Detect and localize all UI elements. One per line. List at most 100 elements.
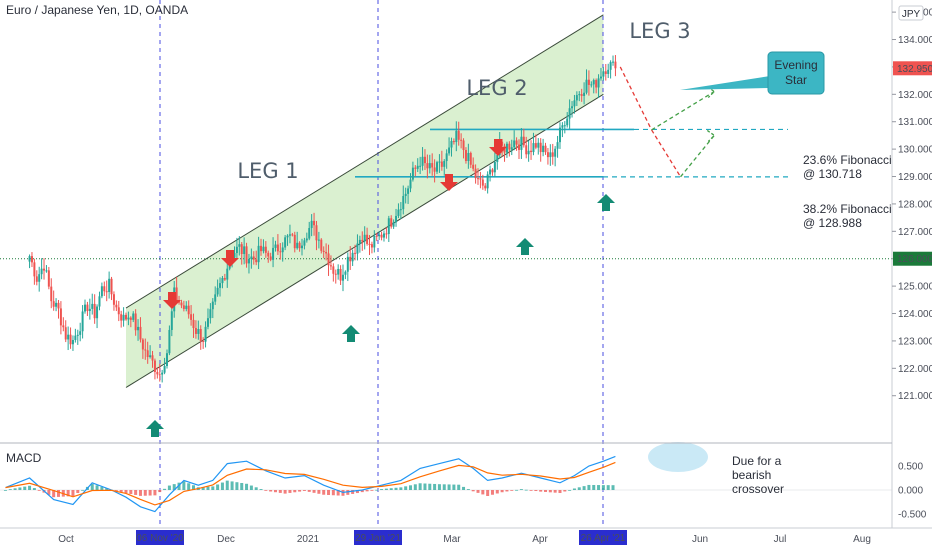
candle-body — [426, 163, 429, 169]
macd-histogram-bar — [568, 489, 572, 491]
macd-histogram-bar — [317, 490, 321, 494]
candle-body — [346, 256, 349, 272]
macd-histogram-bar — [134, 490, 138, 495]
macd-histogram-bar — [389, 488, 393, 490]
candle-body — [55, 302, 58, 307]
candle-body — [329, 265, 332, 267]
macd-histogram-bar — [177, 482, 181, 490]
candle-body — [192, 319, 195, 329]
time-badge-label: 29 Jan '21 — [355, 533, 401, 544]
candle-body — [325, 251, 328, 254]
macd-histogram-bar — [143, 490, 147, 496]
macd-histogram-bar — [327, 490, 331, 495]
candle-body — [508, 143, 511, 150]
candle-body — [209, 309, 212, 319]
macd-histogram-bar — [346, 490, 350, 495]
price-tick-label: 122.000 — [898, 364, 932, 375]
candle-body — [117, 307, 120, 315]
time-tick-label: Jul — [774, 534, 787, 545]
macd-histogram-bar — [114, 490, 118, 491]
candle-body — [419, 165, 422, 167]
candle-body — [293, 234, 296, 249]
candle-body — [522, 136, 525, 146]
callout-line1: Evening — [774, 58, 817, 72]
candle-body — [368, 243, 371, 245]
macd-histogram-bar — [399, 487, 403, 490]
candle-body — [33, 262, 36, 277]
candle-body — [240, 244, 243, 255]
sell-arrow-icon — [163, 292, 181, 309]
candle-body — [375, 235, 378, 237]
candle-body — [190, 314, 193, 320]
candle-body — [168, 329, 171, 354]
price-tick-label: 132.000 — [898, 90, 932, 101]
currency-badge[interactable]: JPY — [898, 5, 924, 21]
candle-body — [356, 243, 359, 254]
last-price-label: 132.950 — [897, 64, 932, 75]
candle-body — [262, 246, 265, 252]
candle-body — [303, 240, 306, 246]
candle-body — [467, 152, 470, 161]
macd-histogram-bar — [380, 489, 384, 490]
candle-body — [86, 304, 89, 312]
macd-histogram-bar — [370, 490, 374, 491]
candle-body — [580, 94, 583, 96]
macd-histogram-bar — [66, 490, 70, 497]
macd-histogram-bar — [273, 490, 277, 493]
macd-histogram-bar — [32, 488, 36, 490]
candle-body — [284, 237, 287, 248]
callout-pointer — [680, 76, 770, 90]
time-tick-label: Mar — [443, 534, 461, 545]
macd-histogram-bar — [278, 490, 282, 493]
candle-body — [455, 130, 458, 143]
candle-body — [257, 245, 260, 263]
candle-body — [125, 314, 127, 320]
last-price-badge — [893, 61, 932, 76]
candle-body — [267, 252, 270, 257]
candle-body — [219, 283, 222, 288]
candle-body — [163, 366, 166, 373]
sell-arrow-icon — [440, 174, 458, 191]
macd-histogram-bar — [100, 486, 104, 490]
macd-histogram-bar — [558, 490, 562, 494]
candle-body — [197, 329, 200, 334]
candle-body — [558, 127, 561, 143]
projection-segment — [680, 135, 715, 178]
candles-layer[interactable] — [28, 55, 617, 383]
macd-histogram-bar — [322, 490, 326, 495]
macd-histogram-bar — [457, 484, 461, 490]
candle-body — [472, 164, 475, 169]
price-tick-label: 125.000 — [898, 282, 932, 293]
macd-histogram-bar — [433, 483, 437, 490]
candle-body — [539, 142, 542, 153]
candle-body — [599, 76, 602, 79]
candle-body — [607, 69, 610, 74]
candle-body — [76, 334, 79, 336]
candle-body — [153, 360, 156, 372]
candle-body — [592, 80, 595, 85]
macd-histogram-bar — [119, 490, 123, 492]
macd-histogram-bar — [211, 486, 215, 490]
macd-histogram-bar — [384, 488, 388, 490]
sell-arrow-icon — [489, 139, 507, 156]
projection-segment — [651, 129, 682, 178]
macd-histogram-bar — [192, 485, 196, 490]
candle-body — [491, 169, 494, 173]
time-badge — [579, 530, 627, 545]
candle-body — [57, 302, 60, 309]
fib-236-label-1: 23.6% Fibonacci — [803, 153, 892, 167]
candle-body — [187, 305, 190, 315]
candle-body — [520, 136, 523, 150]
macd-histogram-bar — [355, 490, 359, 494]
candle-body — [274, 244, 277, 248]
leg-3-label: LEG 3 — [629, 19, 690, 43]
macd-tick-label: -0.500 — [898, 510, 927, 521]
candle-body — [361, 239, 364, 242]
candle-body — [112, 294, 115, 305]
candle-body — [247, 259, 250, 264]
candle-body — [252, 256, 255, 260]
candle-body — [180, 302, 183, 306]
candle-body — [341, 274, 344, 281]
macd-histogram-bar — [365, 490, 369, 492]
